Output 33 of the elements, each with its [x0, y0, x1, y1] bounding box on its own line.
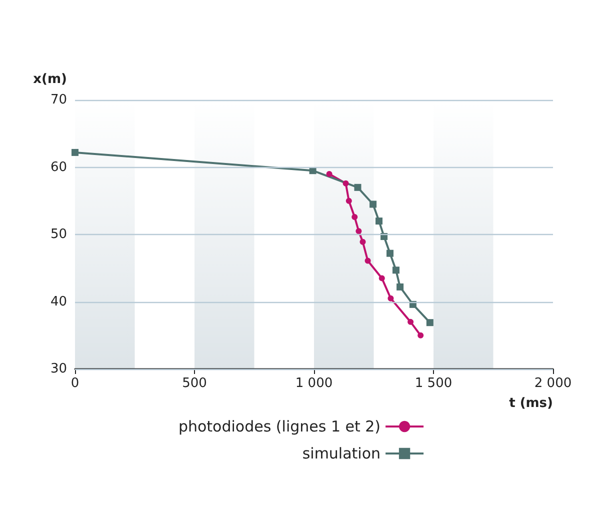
- point: [396, 283, 404, 290]
- x-tick-label: 1 500: [414, 376, 452, 391]
- y-axis-title: x(m): [33, 72, 67, 87]
- y-tick-label: 30: [50, 362, 67, 376]
- y-tick-label: 50: [50, 227, 67, 242]
- point: [392, 266, 400, 274]
- point: [356, 228, 362, 234]
- point: [418, 332, 424, 338]
- y-tick-label: 70: [50, 92, 67, 108]
- point: [326, 170, 332, 177]
- y-tick-label: 60: [50, 160, 67, 175]
- point: [352, 214, 358, 220]
- point: [360, 238, 366, 245]
- x-tick-label: 2 000: [534, 376, 572, 391]
- point: [408, 318, 414, 325]
- legend-label: photodiodes (lignes 1 et 2): [178, 418, 381, 436]
- point: [388, 295, 394, 302]
- point: [72, 148, 78, 156]
- point: [376, 218, 383, 225]
- point: [354, 184, 362, 191]
- point: [364, 258, 371, 264]
- x-tick-label: 500: [182, 376, 207, 391]
- x-tick-label: 1 000: [295, 376, 333, 391]
- point: [370, 200, 377, 208]
- point: [386, 250, 394, 257]
- y-tick-label: 40: [50, 294, 67, 310]
- legend-label: simulation: [302, 444, 381, 462]
- point: [378, 275, 385, 282]
- point: [342, 180, 349, 186]
- point: [426, 319, 434, 326]
- x-axis-title: t (ms): [509, 396, 553, 411]
- point: [346, 198, 352, 204]
- x-tick-label: 0: [70, 376, 80, 391]
